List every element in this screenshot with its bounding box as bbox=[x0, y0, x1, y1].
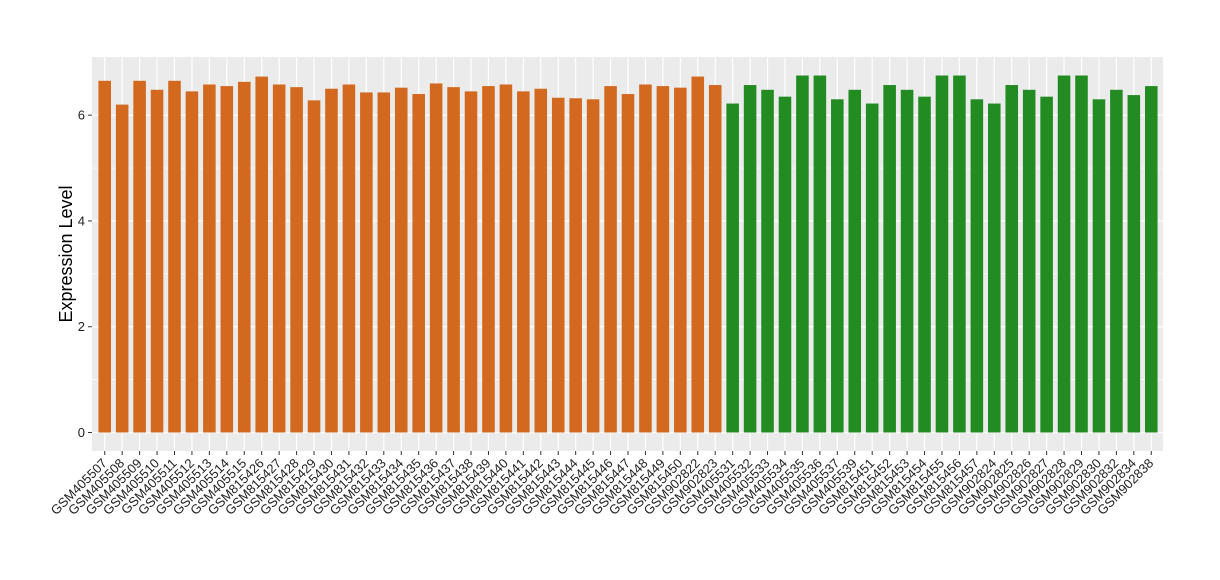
bar bbox=[551, 97, 565, 433]
bar bbox=[988, 103, 1001, 433]
bar bbox=[656, 86, 670, 433]
x-axis: GSM405507GSM405508GSM405509GSM405510GSM4… bbox=[48, 451, 1156, 518]
y-axis: 0 2 4 6 bbox=[78, 108, 92, 440]
y-axis-title: Expression Level bbox=[56, 185, 76, 322]
bar bbox=[220, 86, 234, 433]
bar bbox=[813, 75, 827, 433]
bar bbox=[482, 86, 495, 433]
bar bbox=[307, 100, 321, 433]
bar bbox=[1057, 75, 1071, 433]
bar bbox=[900, 89, 914, 433]
bar bbox=[743, 85, 757, 433]
bar bbox=[1144, 86, 1158, 433]
bar bbox=[970, 99, 984, 433]
bar bbox=[778, 96, 792, 433]
bar bbox=[935, 75, 949, 433]
bar bbox=[848, 89, 862, 433]
bar bbox=[185, 91, 199, 433]
bar bbox=[953, 75, 966, 433]
bar bbox=[726, 103, 739, 433]
bar bbox=[237, 81, 251, 433]
bar bbox=[325, 88, 338, 433]
bar bbox=[464, 91, 478, 433]
bar bbox=[796, 75, 809, 433]
bar bbox=[621, 94, 635, 433]
bar bbox=[133, 80, 146, 433]
y-tick-label: 4 bbox=[78, 213, 85, 228]
bar bbox=[534, 88, 548, 433]
bar bbox=[586, 99, 600, 433]
bar bbox=[342, 84, 356, 433]
bar bbox=[394, 87, 408, 433]
y-tick-label: 0 bbox=[78, 425, 85, 440]
bar bbox=[517, 91, 530, 433]
bar bbox=[168, 80, 181, 433]
bar bbox=[150, 89, 164, 433]
bar bbox=[708, 85, 722, 433]
bar bbox=[639, 84, 652, 433]
bar bbox=[115, 104, 129, 433]
bar bbox=[674, 87, 687, 433]
bar bbox=[290, 87, 303, 433]
bar bbox=[1075, 75, 1088, 433]
bar bbox=[691, 76, 705, 433]
y-tick-label: 2 bbox=[78, 319, 85, 334]
bar bbox=[761, 89, 774, 433]
bar bbox=[1127, 95, 1141, 433]
y-tick-label: 6 bbox=[78, 108, 85, 123]
bar bbox=[604, 86, 617, 433]
bar bbox=[831, 99, 844, 433]
bar bbox=[1022, 89, 1036, 433]
bar bbox=[918, 96, 931, 433]
bar bbox=[429, 83, 443, 433]
bars bbox=[98, 75, 1158, 433]
bar bbox=[447, 87, 460, 433]
bar bbox=[883, 85, 896, 433]
bar bbox=[272, 84, 286, 433]
bar bbox=[98, 80, 112, 433]
bar bbox=[255, 76, 268, 433]
bar bbox=[865, 103, 879, 433]
bar bbox=[1040, 96, 1053, 433]
bar bbox=[203, 84, 216, 433]
bar bbox=[360, 92, 373, 433]
bar bbox=[499, 84, 513, 433]
bar bbox=[1092, 99, 1106, 433]
bar bbox=[569, 98, 582, 433]
bar bbox=[412, 94, 425, 433]
bar bbox=[1005, 85, 1019, 433]
bar bbox=[377, 92, 391, 433]
bar bbox=[1110, 89, 1123, 433]
